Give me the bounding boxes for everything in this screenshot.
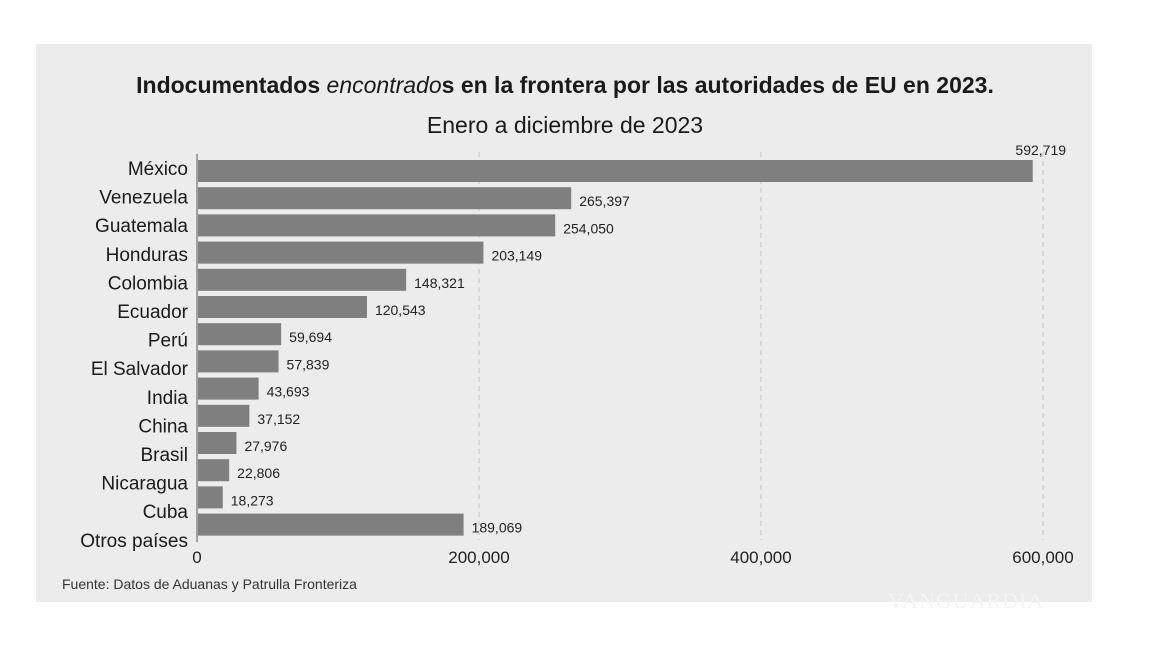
value-label: 37,152 [257, 411, 300, 427]
category-label: Ecuador [117, 302, 188, 323]
value-label: 148,321 [414, 275, 465, 291]
category-label: El Salvador [91, 359, 189, 380]
x-tick-label: 0 [192, 548, 201, 567]
bar [198, 241, 484, 264]
value-label: 592,719 [1015, 142, 1066, 158]
bar [198, 187, 572, 210]
value-label: 189,069 [472, 520, 523, 536]
x-tick-label: 200,000 [448, 548, 509, 567]
value-label: 265,397 [579, 193, 630, 209]
bar [198, 513, 464, 536]
bar [198, 432, 237, 454]
category-label: India [147, 388, 189, 409]
x-tick-label: 600,000 [1012, 548, 1073, 567]
watermark-logo: VANGUARDIA [888, 588, 1045, 613]
bar [198, 160, 1033, 182]
x-tick-label: 400,000 [730, 548, 791, 567]
value-label: 22,806 [237, 465, 280, 481]
value-label: 57,839 [287, 356, 330, 372]
category-label: Guatemala [95, 216, 188, 237]
category-label: Brasil [140, 445, 188, 466]
category-label: Venezuela [99, 188, 188, 209]
source-note: Fuente: Datos de Aduanas y Patrulla Fron… [62, 576, 357, 592]
chart-title: Indocumentados encontrados en la fronter… [0, 72, 1130, 99]
value-label: 254,050 [563, 220, 614, 236]
category-label: Nicaragua [101, 474, 188, 495]
category-label: Cuba [143, 502, 189, 523]
value-label: 18,273 [231, 492, 274, 508]
bar [198, 377, 259, 400]
bar [198, 214, 556, 237]
category-label: China [138, 416, 188, 437]
bar [198, 459, 230, 482]
category-label: Otros países [80, 531, 188, 552]
bar [198, 404, 250, 427]
chart-panel [36, 44, 1092, 602]
category-label: Perú [148, 331, 188, 352]
category-label: Colombia [108, 273, 189, 294]
value-label: 59,694 [289, 329, 332, 345]
value-label: 120,543 [375, 302, 426, 318]
bar [198, 323, 282, 346]
category-label: México [128, 159, 188, 180]
value-label: 43,693 [267, 384, 310, 400]
chart-title-start: Indocumentados [136, 72, 327, 98]
bar [198, 486, 223, 509]
chart-title-italic: encontrado [326, 72, 442, 98]
bar [198, 296, 367, 318]
value-label: 27,976 [244, 438, 287, 454]
chart-title-end: s en la frontera por las autoridades de … [441, 72, 994, 98]
chart-subtitle: Enero a diciembre de 2023 [426, 112, 704, 138]
bar [198, 268, 407, 291]
category-label: Honduras [106, 245, 188, 266]
value-label: 203,149 [491, 248, 542, 264]
bar [198, 350, 279, 373]
